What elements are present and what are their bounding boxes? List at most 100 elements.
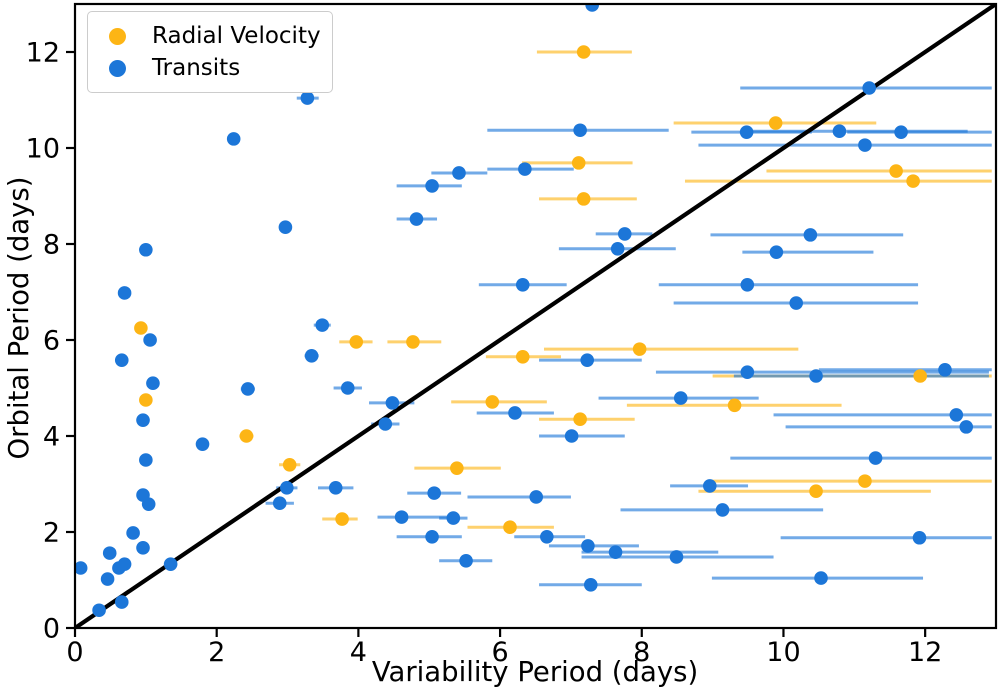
data-point-transits [102,546,117,560]
data-point-transits [540,530,554,544]
data-point-radial-velocity [349,335,364,349]
plot-area: 0 2 4 6 8 10 12 0 2 4 6 8 10 12 [26,2,998,668]
data-point-transits [394,510,409,524]
data-point-transits [315,318,330,332]
data-point-transits [608,545,623,559]
data-point-radial-velocity [576,192,591,206]
data-point-radial-velocity [239,429,254,443]
data-point-transits [583,578,598,592]
data-point-radial-velocity [573,412,587,427]
data-point-radial-velocity [889,164,903,178]
y-tick-label: 10 [26,134,60,165]
data-point-transits [100,572,115,586]
data-point-transits [515,278,530,292]
data-point-transits [75,561,88,575]
data-point-transits [529,490,544,504]
data-point-transits [340,381,355,395]
data-point-transits [141,497,156,511]
data-point-transits [241,382,255,396]
x-tick-label: 4 [350,637,367,668]
data-point-transits [669,550,684,564]
data-point-transits [136,541,150,555]
data-point-transits [868,451,883,465]
y-axis-label: Orbital Period (days) [3,177,35,460]
legend: Radial Velocity Transits [87,11,333,93]
data-point-transits [280,481,294,495]
data-point-transits [959,420,974,434]
data-point-transits [715,503,730,517]
x-axis-label: Variability Period (days) [372,656,698,688]
data-point-radial-velocity [503,520,517,534]
identity-line [75,4,996,628]
data-point-transits [814,571,828,585]
data-point-transits [938,362,952,377]
plot-frame [73,2,998,630]
data-point-radial-velocity [515,350,530,364]
data-point-transits [585,4,599,12]
data-point-radial-velocity [139,393,153,407]
data-point-radial-velocity [406,335,420,349]
data-point-radial-velocity [809,484,823,499]
data-point-transits [459,554,473,568]
data-point-transits [328,481,343,495]
data-point-transits [278,220,293,234]
data-point-radial-velocity [768,116,783,130]
data-point-transits [739,125,754,139]
data-point-transits [195,437,210,451]
data-point-transits [564,429,579,443]
data-point-transits [143,333,157,347]
data-point-radial-velocity [632,342,647,356]
y-tick-label: 6 [43,326,60,357]
y-tick-label: 8 [43,230,60,261]
y-tick-label: 2 [43,518,60,549]
data-point-transits [518,162,532,176]
data-point-transits [832,124,847,138]
data-point-transits [300,91,315,105]
data-point-transits [912,530,927,545]
data-point-transits [580,353,595,367]
y-tick-label: 0 [43,614,60,645]
data-point-transits [146,376,160,391]
data-point-transits [272,496,287,511]
data-point-transits [740,278,755,292]
data-point-radial-velocity [576,45,591,59]
x-tick-label: 6 [491,637,508,668]
x-tick-label: 0 [66,637,83,668]
data-point-radial-velocity [858,474,872,488]
data-point-transits [949,408,964,422]
data-point-transits [789,296,804,310]
data-point-radial-velocity [906,174,920,188]
legend-item-transits: Transits [109,56,332,80]
data-point-transits [304,349,319,363]
data-point-transits [702,479,717,493]
data-point-transits [809,369,823,383]
legend-label: Radial Velocity [152,23,321,49]
x-tick-label: 2 [208,637,225,668]
data-point-transits [427,486,441,500]
radial-velocity-marker-icon [109,27,126,45]
data-point-transits [573,123,587,138]
data-point-transits [385,396,400,410]
data-point-transits [508,406,522,420]
data-point-transits [92,603,106,618]
data-point-transits [114,353,129,367]
data-point-transits [409,212,424,226]
data-point-transits [803,228,818,242]
data-point-radial-velocity [727,398,742,413]
transits-marker-icon [109,59,126,77]
data-point-transits [425,179,439,193]
data-point-transits [740,365,755,379]
legend-item-radial-velocity: Radial Velocity [109,24,332,48]
data-point-transits [581,539,595,553]
data-point-transits [114,595,129,609]
legend-label: Transits [152,55,241,81]
data-point-transits [139,453,153,467]
data-point-radial-velocity [450,461,464,475]
data-point-radial-velocity [571,156,586,170]
data-point-transits [117,286,132,300]
data-point-transits [136,413,150,427]
data-point-transits [894,125,908,139]
data-point-transits [425,530,439,544]
data-point-radial-velocity [134,321,148,335]
